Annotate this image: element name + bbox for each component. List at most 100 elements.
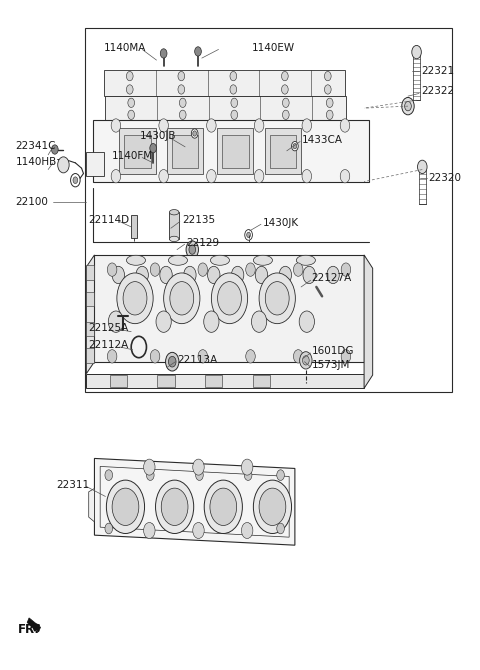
Circle shape [241, 523, 253, 539]
Ellipse shape [210, 255, 229, 265]
Polygon shape [95, 458, 295, 545]
Text: 22100: 22100 [16, 196, 48, 206]
Circle shape [341, 263, 351, 276]
Circle shape [217, 281, 241, 315]
Text: 22311: 22311 [56, 480, 89, 490]
Circle shape [252, 311, 267, 332]
Bar [217, 128, 253, 174]
Circle shape [291, 141, 298, 151]
Text: FR.: FR. [18, 623, 40, 636]
Bar [265, 128, 301, 174]
Text: 1140HB: 1140HB [16, 157, 57, 167]
Circle shape [166, 352, 179, 371]
Bar [119, 128, 156, 174]
Circle shape [246, 350, 255, 363]
Polygon shape [86, 255, 95, 374]
Circle shape [186, 241, 199, 258]
Circle shape [244, 470, 252, 480]
Circle shape [112, 266, 124, 283]
Circle shape [136, 266, 148, 283]
Circle shape [277, 470, 284, 480]
Circle shape [302, 356, 309, 365]
Circle shape [123, 281, 147, 315]
Circle shape [73, 177, 78, 184]
Bar [124, 135, 151, 168]
Polygon shape [86, 374, 364, 389]
Bar [86, 322, 95, 336]
Text: 22135: 22135 [182, 215, 215, 225]
Circle shape [245, 230, 252, 241]
Circle shape [299, 311, 314, 332]
Text: 1433CA: 1433CA [302, 135, 343, 145]
Circle shape [159, 119, 168, 132]
Circle shape [150, 263, 160, 276]
Circle shape [293, 350, 303, 363]
Circle shape [253, 480, 291, 533]
Circle shape [259, 488, 286, 525]
Polygon shape [104, 70, 345, 96]
Circle shape [105, 523, 113, 534]
Circle shape [160, 49, 167, 58]
Circle shape [281, 72, 288, 81]
Circle shape [71, 174, 80, 187]
Bar [157, 375, 175, 387]
Circle shape [418, 160, 427, 174]
Circle shape [112, 488, 139, 525]
Circle shape [230, 85, 237, 94]
Circle shape [402, 97, 414, 115]
Bar [110, 375, 127, 387]
Ellipse shape [169, 237, 179, 242]
Circle shape [327, 266, 339, 283]
Circle shape [231, 98, 238, 107]
Circle shape [277, 523, 284, 534]
Circle shape [189, 245, 196, 255]
Text: 22341C: 22341C [16, 141, 56, 151]
Circle shape [230, 72, 237, 81]
Text: 22112A: 22112A [88, 340, 129, 350]
Text: 22320: 22320 [429, 174, 461, 183]
Circle shape [241, 459, 253, 475]
Text: 22114D: 22114D [88, 215, 130, 225]
Circle shape [281, 85, 288, 94]
Circle shape [204, 480, 242, 533]
Circle shape [193, 131, 197, 136]
Ellipse shape [169, 210, 179, 215]
Circle shape [168, 356, 176, 367]
Ellipse shape [253, 255, 273, 265]
Polygon shape [86, 151, 104, 176]
Circle shape [405, 101, 411, 111]
Circle shape [279, 266, 291, 283]
Bar [172, 135, 199, 168]
Circle shape [193, 523, 204, 539]
Bar [86, 265, 95, 279]
Circle shape [247, 232, 251, 238]
Circle shape [246, 263, 255, 276]
Circle shape [193, 459, 204, 475]
Circle shape [265, 281, 289, 315]
Text: 22127A: 22127A [312, 273, 352, 283]
Bar [86, 348, 95, 363]
Circle shape [341, 350, 351, 363]
Circle shape [111, 170, 120, 183]
Circle shape [184, 266, 196, 283]
Text: 1140FM: 1140FM [112, 151, 153, 161]
Polygon shape [89, 488, 95, 522]
Circle shape [144, 523, 155, 539]
Circle shape [161, 488, 188, 525]
Circle shape [293, 143, 297, 149]
Text: 22322: 22322 [421, 86, 455, 96]
Text: 1430JB: 1430JB [140, 131, 176, 141]
Circle shape [126, 72, 133, 81]
Text: 1573JM: 1573JM [312, 360, 350, 370]
Circle shape [303, 266, 315, 283]
Circle shape [51, 145, 58, 154]
Circle shape [255, 266, 268, 283]
Circle shape [178, 85, 185, 94]
Polygon shape [95, 255, 364, 362]
Polygon shape [27, 618, 40, 632]
Circle shape [293, 263, 303, 276]
Text: 1430JK: 1430JK [263, 218, 299, 228]
Circle shape [196, 470, 203, 480]
Circle shape [326, 110, 333, 119]
Circle shape [58, 157, 69, 173]
